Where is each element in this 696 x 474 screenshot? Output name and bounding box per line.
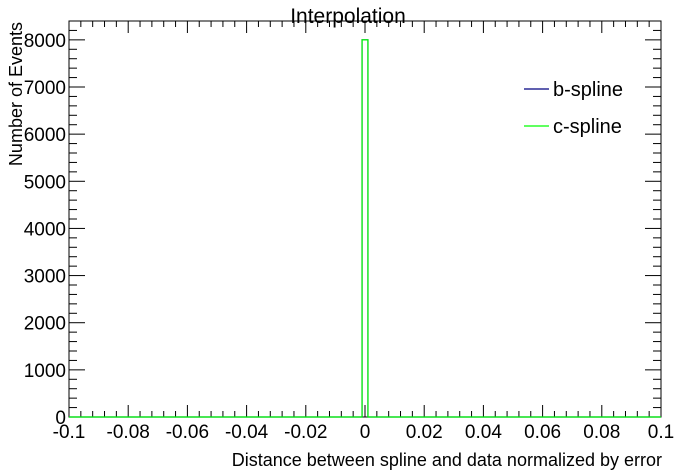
x-tick-label: -0.04: [225, 422, 269, 443]
chart-title: Interpolation: [290, 5, 406, 28]
y-tick-label: 0: [55, 408, 66, 429]
y-tick-label: 6000: [24, 125, 66, 146]
legend: b-spline c-spline: [524, 79, 623, 138]
y-axis-title: Number of Events: [6, 22, 26, 166]
histogram-series-c-spline: [69, 39, 661, 418]
x-tick-label: 0.04: [465, 422, 502, 443]
x-tick-labels-group: -0.1 -0.08 -0.06 -0.04 -0.02 0 0.02 0.04 0.06 0.0…: [53, 422, 675, 443]
x-tick-label: 0.08: [583, 422, 620, 443]
x-tick-label: -0.02: [284, 422, 327, 443]
x-tick-label: -0.06: [166, 422, 209, 443]
y-tick-label: 7000: [24, 78, 66, 99]
y-tick-label: 4000: [24, 219, 66, 240]
y-tick-label: 2000: [24, 314, 66, 335]
x-tick-label: 0.1: [648, 422, 674, 443]
histogram-data-group: [69, 39, 661, 418]
y-tick-labels-group: 0 1000 2000 3000 4000 5000 6000 7000 8000: [24, 31, 66, 429]
y-tick-label: 1000: [24, 361, 66, 382]
y-tick-label: 5000: [24, 172, 66, 193]
axis-ticks-group: [68, 20, 662, 418]
x-tick-label: 0: [360, 422, 371, 443]
x-axis-title: Distance between spline and data normali…: [232, 450, 662, 470]
x-tick-label: 0.02: [406, 422, 443, 443]
x-tick-label: 0.06: [524, 422, 561, 443]
x-tick-label: -0.1: [53, 422, 86, 443]
y-tick-label: 3000: [24, 267, 66, 288]
x-tick-label: -0.08: [107, 422, 150, 443]
legend-label-b-spline: b-spline: [553, 79, 623, 101]
legend-label-c-spline: c-spline: [553, 116, 622, 138]
y-tick-label: 8000: [24, 31, 66, 52]
